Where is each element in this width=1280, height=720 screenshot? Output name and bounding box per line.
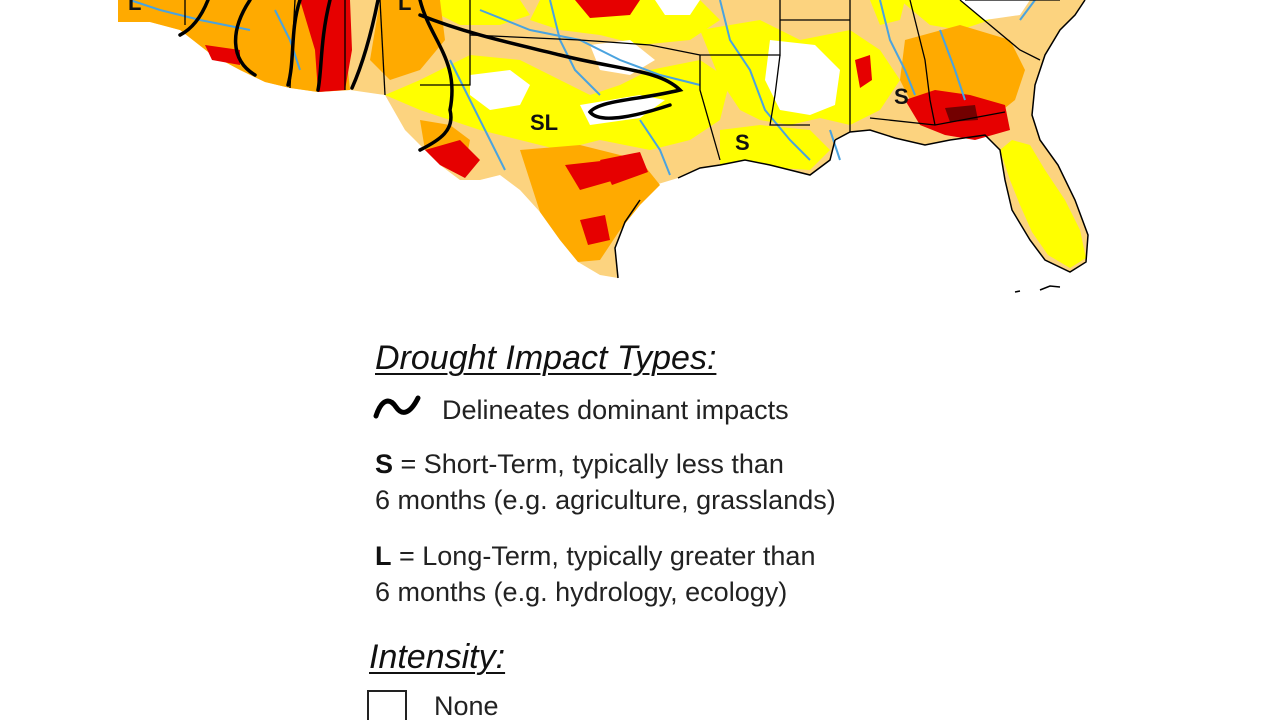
short-term-key: S (375, 449, 394, 479)
delineates-label: Delineates dominant impacts (442, 395, 789, 425)
coastline (614, 0, 1089, 293)
short-term-line-1: S = Short-Term, typically less than (375, 446, 784, 482)
drought-map: L L SL S S (118, 0, 1089, 293)
none-label: None (434, 691, 499, 720)
impact-delineation-lines (178, 0, 684, 152)
map-label-l-central: L (398, 0, 411, 15)
long-term-key: L (375, 541, 392, 571)
state-boundaries (184, 0, 1060, 161)
rivers (129, 0, 1036, 176)
none-swatch (367, 690, 407, 720)
map-label-l-west: L (128, 0, 141, 15)
long-term-desc: = Long-Term, typically greater than (391, 541, 816, 571)
long-term-line-2: 6 months (e.g. hydrology, ecology) (375, 577, 788, 607)
map-label-s-georgia: S (894, 84, 909, 109)
tilde-line-icon (373, 395, 421, 419)
exceptional-drought-area (945, 105, 978, 122)
intensity-heading: Intensity: (369, 638, 506, 676)
impact-types-heading: Drought Impact Types: (375, 339, 717, 377)
map-label-sl-texas: SL (530, 110, 558, 135)
short-term-line-2: 6 months (e.g. agriculture, grasslands) (375, 485, 836, 515)
short-term-desc: = Short-Term, typically less than (393, 449, 784, 479)
long-term-line-1: L = Long-Term, typically greater than (375, 538, 815, 574)
map-label-s-louisiana: S (735, 130, 750, 155)
